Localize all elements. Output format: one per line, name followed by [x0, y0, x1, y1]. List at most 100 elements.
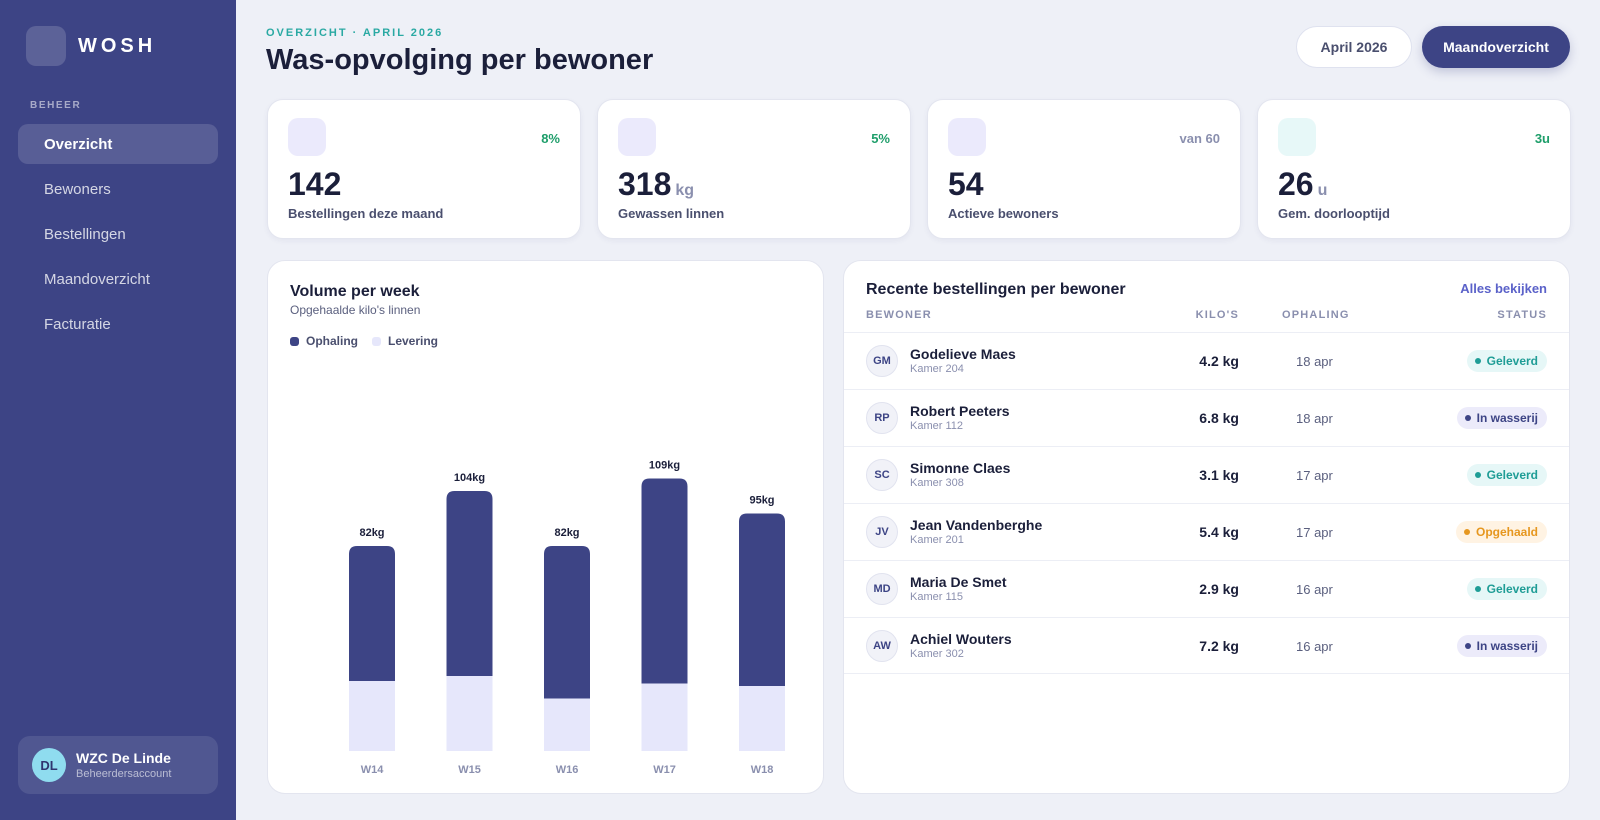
orders-icon — [288, 118, 326, 156]
order-kilos: 3.1 kg — [1199, 467, 1239, 483]
stat-delta: 8% — [541, 131, 560, 146]
bar-total-label: 104kg — [454, 472, 485, 484]
bar-levering-w14 — [349, 681, 395, 751]
resident-room: Kamer 204 — [910, 363, 964, 375]
resident-avatar: MD — [866, 573, 898, 605]
sidebar-item-overzicht[interactable]: Overzicht — [18, 124, 218, 164]
legend-label-ophaling: Ophaling — [306, 334, 358, 348]
resident-room: Kamer 112 — [910, 420, 963, 432]
resident-avatar: SC — [866, 459, 898, 491]
bar-levering-w17 — [641, 683, 688, 751]
stat-value: 26 u — [1278, 166, 1328, 202]
nav-section-label: BEHEER — [30, 100, 82, 111]
resident-name: Godelieve Maes — [910, 346, 1016, 362]
stat-delta: van 60 — [1179, 131, 1220, 146]
chart-legend: Ophaling Levering — [290, 334, 452, 348]
status-dot — [1474, 586, 1481, 592]
stat-label: Actieve bewoners — [948, 206, 1059, 221]
stat-card-leadtime: 3u 26 u Gem. doorlooptijd — [1257, 99, 1571, 239]
chart-title: Volume per week — [290, 283, 420, 300]
pickup-date: 17 apr — [1296, 525, 1333, 540]
resident-room: Kamer 115 — [910, 591, 963, 603]
legend-swatch-ophaling — [290, 336, 299, 346]
bar-levering-w18 — [739, 686, 785, 751]
status-label: Geleverd — [1486, 468, 1538, 482]
pickup-date: 18 apr — [1296, 411, 1333, 426]
legend-item-levering[interactable]: Levering — [372, 334, 438, 348]
table-row[interactable]: RP Robert Peeters Kamer 112 6.8 kg 18 ap… — [844, 389, 1569, 446]
column-header-status[interactable]: STATUS — [1497, 309, 1547, 321]
bar-total-label: 109kg — [649, 460, 680, 472]
recent-orders-card: Recente bestellingen per bewoner Alles b… — [843, 260, 1570, 794]
legend-swatch-levering — [372, 336, 381, 346]
sidebar-item-bewoners[interactable]: Bewoners — [44, 180, 111, 198]
resident-avatar: JV — [866, 516, 898, 548]
status-label: In wasserij — [1476, 639, 1538, 653]
page-title: Was-opvolging per bewoner — [266, 44, 654, 76]
order-kilos: 5.4 kg — [1199, 524, 1239, 540]
stat-card-residents: van 60 54 Actieve bewoners — [927, 99, 1241, 239]
legend-label-levering: Levering — [388, 334, 439, 348]
status-badge: In wasserij — [1456, 635, 1547, 657]
resident-room: Kamer 201 — [910, 534, 964, 546]
sidebar-item-facturatie[interactable]: Facturatie — [44, 315, 111, 333]
pickup-date: 16 apr — [1296, 582, 1333, 597]
status-dot — [1464, 643, 1471, 649]
x-tick-label: W16 — [556, 764, 579, 776]
table-row[interactable]: GM Godelieve Maes Kamer 204 4.2 kg 18 ap… — [844, 332, 1569, 389]
bar-total-label: 82kg — [554, 527, 579, 539]
status-dot — [1474, 358, 1481, 364]
resident-name: Simonne Claes — [910, 460, 1011, 476]
legend-item-ophaling[interactable]: Ophaling — [290, 334, 358, 348]
stat-delta: 5% — [871, 131, 890, 146]
stat-card-orders: 8% 142 Bestellingen deze maand — [267, 99, 581, 239]
resident-avatar: GM — [866, 345, 898, 377]
x-tick-label: W15 — [458, 764, 481, 776]
column-header-kilos[interactable]: KILO'S — [1195, 309, 1239, 321]
bar-ophaling-w14 — [349, 546, 395, 681]
table-row[interactable]: SC Simonne Claes Kamer 308 3.1 kg 17 apr… — [844, 446, 1569, 503]
status-label: In wasserij — [1476, 411, 1538, 425]
resident-name: Maria De Smet — [910, 574, 1007, 590]
status-label: Geleverd — [1486, 582, 1538, 596]
x-tick-label: W17 — [653, 764, 676, 776]
table-header: BEWONER KILO'S OPHALING STATUS — [844, 309, 1569, 329]
monthly-overview-button[interactable]: Maandoverzicht — [1422, 26, 1570, 68]
x-tick-label: W14 — [361, 764, 385, 776]
resident-name: Jean Vandenberghe — [910, 517, 1043, 533]
residents-icon — [948, 118, 986, 156]
column-header-resident[interactable]: BEWONER — [866, 309, 932, 321]
bar-total-label: 95kg — [749, 495, 774, 507]
resident-room: Kamer 308 — [910, 477, 964, 489]
sidebar-item-maandoverzicht[interactable]: Maandoverzicht — [44, 270, 150, 288]
account-name: WZC De Linde — [76, 750, 171, 766]
resident-name: Achiel Wouters — [910, 631, 1012, 647]
sidebar: WOSH BEHEER Overzicht Bewoners Bestellin… — [0, 0, 236, 820]
resident-room: Kamer 302 — [910, 648, 964, 660]
status-dot — [1463, 529, 1470, 535]
status-dot — [1464, 415, 1471, 421]
order-kilos: 4.2 kg — [1199, 353, 1239, 369]
status-badge: Geleverd — [1466, 350, 1547, 372]
pickup-date: 18 apr — [1296, 354, 1333, 369]
see-all-link[interactable]: Alles bekijken — [1460, 281, 1547, 296]
table-row[interactable]: JV Jean Vandenberghe Kamer 201 5.4 kg 17… — [844, 503, 1569, 560]
sidebar-item-bestellingen[interactable]: Bestellingen — [44, 225, 126, 243]
status-badge: In wasserij — [1456, 407, 1547, 429]
status-badge: Opgehaald — [1455, 521, 1547, 543]
stat-delta: 3u — [1534, 131, 1550, 146]
month-picker-button[interactable]: April 2026 — [1296, 26, 1412, 68]
status-label: Geleverd — [1486, 354, 1538, 368]
table-row[interactable]: MD Maria De Smet Kamer 115 2.9 kg 16 apr… — [844, 560, 1569, 617]
resident-avatar: RP — [866, 402, 898, 434]
status-badge: Geleverd — [1466, 578, 1547, 600]
column-header-pickup[interactable]: OPHALING — [1282, 309, 1350, 321]
bar-levering-w15 — [446, 676, 493, 751]
resident-name: Robert Peeters — [910, 403, 1010, 419]
brand[interactable]: WOSH — [26, 26, 156, 66]
status-dot — [1474, 472, 1481, 478]
stat-label: Gem. doorlooptijd — [1278, 206, 1390, 221]
account-card[interactable]: DL WZC De Linde Beheerdersaccount — [18, 736, 218, 794]
bar-levering-w16 — [544, 698, 590, 751]
table-row[interactable]: AW Achiel Wouters Kamer 302 7.2 kg 16 ap… — [844, 617, 1569, 674]
